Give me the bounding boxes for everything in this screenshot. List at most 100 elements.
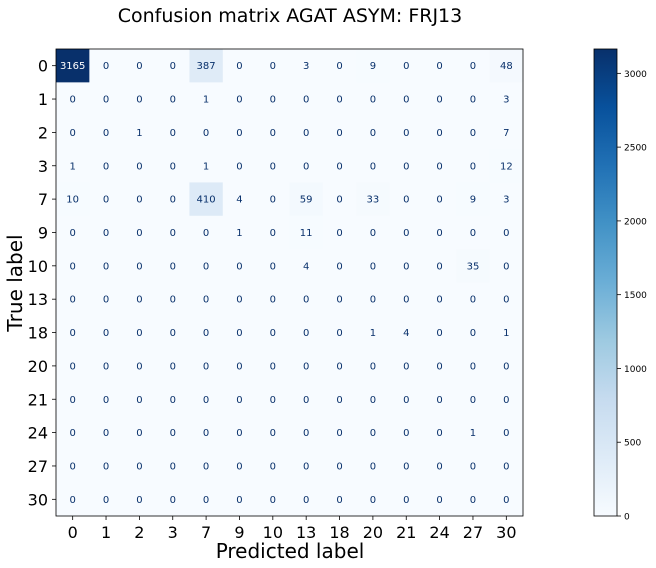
cell-value-label: 0: [136, 428, 142, 439]
cell-value-label: 0: [436, 261, 442, 272]
heatmap-cell: [489, 82, 524, 117]
heatmap-cell: [456, 282, 490, 317]
heatmap-cell: [156, 215, 190, 250]
heatmap-cell: [156, 115, 190, 150]
heatmap-cell: [222, 282, 257, 317]
cell-value-label: 387: [197, 61, 216, 72]
heatmap-cell: [222, 182, 257, 217]
cell-value-label: 0: [236, 495, 242, 506]
cell-value-label: 0: [136, 328, 142, 339]
colorbar-tick-label: 2000: [624, 217, 647, 227]
heatmap-cell: [322, 82, 357, 117]
cell-value-label: 1: [203, 161, 209, 172]
heatmap-cell: [389, 82, 424, 117]
heatmap-cell: [89, 149, 124, 183]
cell-value-label: 1: [136, 128, 142, 139]
heatmap-cell: [356, 149, 390, 183]
cell-value-label: 0: [370, 261, 376, 272]
colorbar-tick-label: 2500: [624, 144, 647, 154]
cell-value-label: 0: [336, 328, 342, 339]
cell-value-label: 0: [136, 61, 142, 72]
cell-value-label: 0: [370, 228, 376, 239]
y-tick-label: 1: [38, 90, 48, 109]
y-tick-label: 0: [38, 57, 48, 76]
cell-value-label: 0: [403, 95, 409, 106]
cell-value-label: 0: [270, 195, 276, 206]
heatmap-cell: [322, 282, 357, 317]
cell-value-label: 0: [203, 461, 209, 472]
cell-value-label: 11: [300, 228, 313, 239]
heatmap-cell: [422, 349, 457, 383]
heatmap-cell: [189, 482, 224, 517]
heatmap-cell: [256, 182, 290, 217]
y-tick-label: 20: [28, 357, 48, 376]
cell-value-label: 0: [203, 495, 209, 506]
heatmap-cell: [356, 115, 390, 150]
cell-value-label: 0: [270, 495, 276, 506]
y-axis-label: True label: [3, 234, 27, 332]
cell-value-label: 0: [103, 161, 109, 172]
heatmap-cell: [422, 149, 457, 183]
cell-value-label: 0: [436, 161, 442, 172]
heatmap-cell: [322, 382, 357, 417]
colorbar-ticks: 0 500 1000 1500 2000 2500 3000: [617, 70, 647, 523]
heatmap-cell: [156, 482, 190, 517]
heatmap-cell: [289, 482, 324, 517]
cell-value-label: 0: [403, 428, 409, 439]
y-tick-label: 7: [38, 190, 48, 209]
heatmap-cell: [489, 49, 524, 83]
heatmap-cell: [456, 349, 490, 383]
cell-value-label: 1: [69, 161, 75, 172]
heatmap-cell: [356, 415, 390, 450]
y-tick-label: 30: [28, 490, 48, 509]
heatmap-cell: [389, 115, 424, 150]
cell-value-label: 0: [336, 361, 342, 372]
cell-value-label: 1: [203, 95, 209, 106]
cell-value-label: 0: [270, 95, 276, 106]
cell-value-label: 3: [503, 195, 509, 206]
heatmap-cell: [256, 315, 290, 350]
heatmap-cell: [89, 449, 124, 483]
cell-value-label: 0: [170, 295, 176, 306]
heatmap-cell: [122, 49, 157, 83]
heatmap-cell: [89, 282, 124, 317]
heatmap-cell: [456, 249, 490, 283]
cell-value-label: 0: [270, 128, 276, 139]
cell-value-label: 0: [103, 195, 109, 206]
cell-value-label: 0: [336, 461, 342, 472]
cell-value-label: 0: [236, 95, 242, 106]
heatmap-cell: [56, 349, 90, 383]
cell-value-label: 0: [436, 228, 442, 239]
heatmap-cells: 3165 0 0 0 387 0 0 3 0 9 0 0 0 480 0 0 0 1 0 0 0 0 0 0 0 0 30 0 1 0 0 0…: [56, 49, 524, 517]
heatmap-cell: [489, 215, 524, 250]
cell-value-label: 410: [197, 195, 216, 206]
heatmap-cell: [122, 482, 157, 517]
x-tick-label: 13: [296, 523, 316, 542]
heatmap-cell: [489, 449, 524, 483]
cell-value-label: 0: [69, 95, 75, 106]
cell-value-label: 0: [270, 361, 276, 372]
heatmap-cell: [56, 115, 90, 150]
heatmap-cell: [56, 49, 90, 83]
cell-value-label: 35: [467, 261, 480, 272]
cell-value-label: 0: [170, 428, 176, 439]
cell-value-label: 0: [503, 261, 509, 272]
cell-value-label: 0: [336, 261, 342, 272]
heatmap-cell: [356, 449, 390, 483]
heatmap-cell: [56, 415, 90, 450]
heatmap-cell: [489, 382, 524, 417]
cell-value-label: 0: [103, 461, 109, 472]
heatmap-cell: [156, 349, 190, 383]
cell-value-label: 0: [303, 395, 309, 406]
heatmap-cell: [122, 182, 157, 217]
cell-value-label: 0: [203, 328, 209, 339]
cell-value-label: 0: [203, 228, 209, 239]
heatmap-cell: [356, 315, 390, 350]
y-tick-label: 13: [28, 290, 48, 309]
heatmap-cell: [256, 482, 290, 517]
heatmap-cell: [156, 282, 190, 317]
cell-value-label: 0: [303, 328, 309, 339]
cell-value-label: 0: [236, 428, 242, 439]
cell-value-label: 3: [303, 61, 309, 72]
cell-value-label: 0: [103, 328, 109, 339]
